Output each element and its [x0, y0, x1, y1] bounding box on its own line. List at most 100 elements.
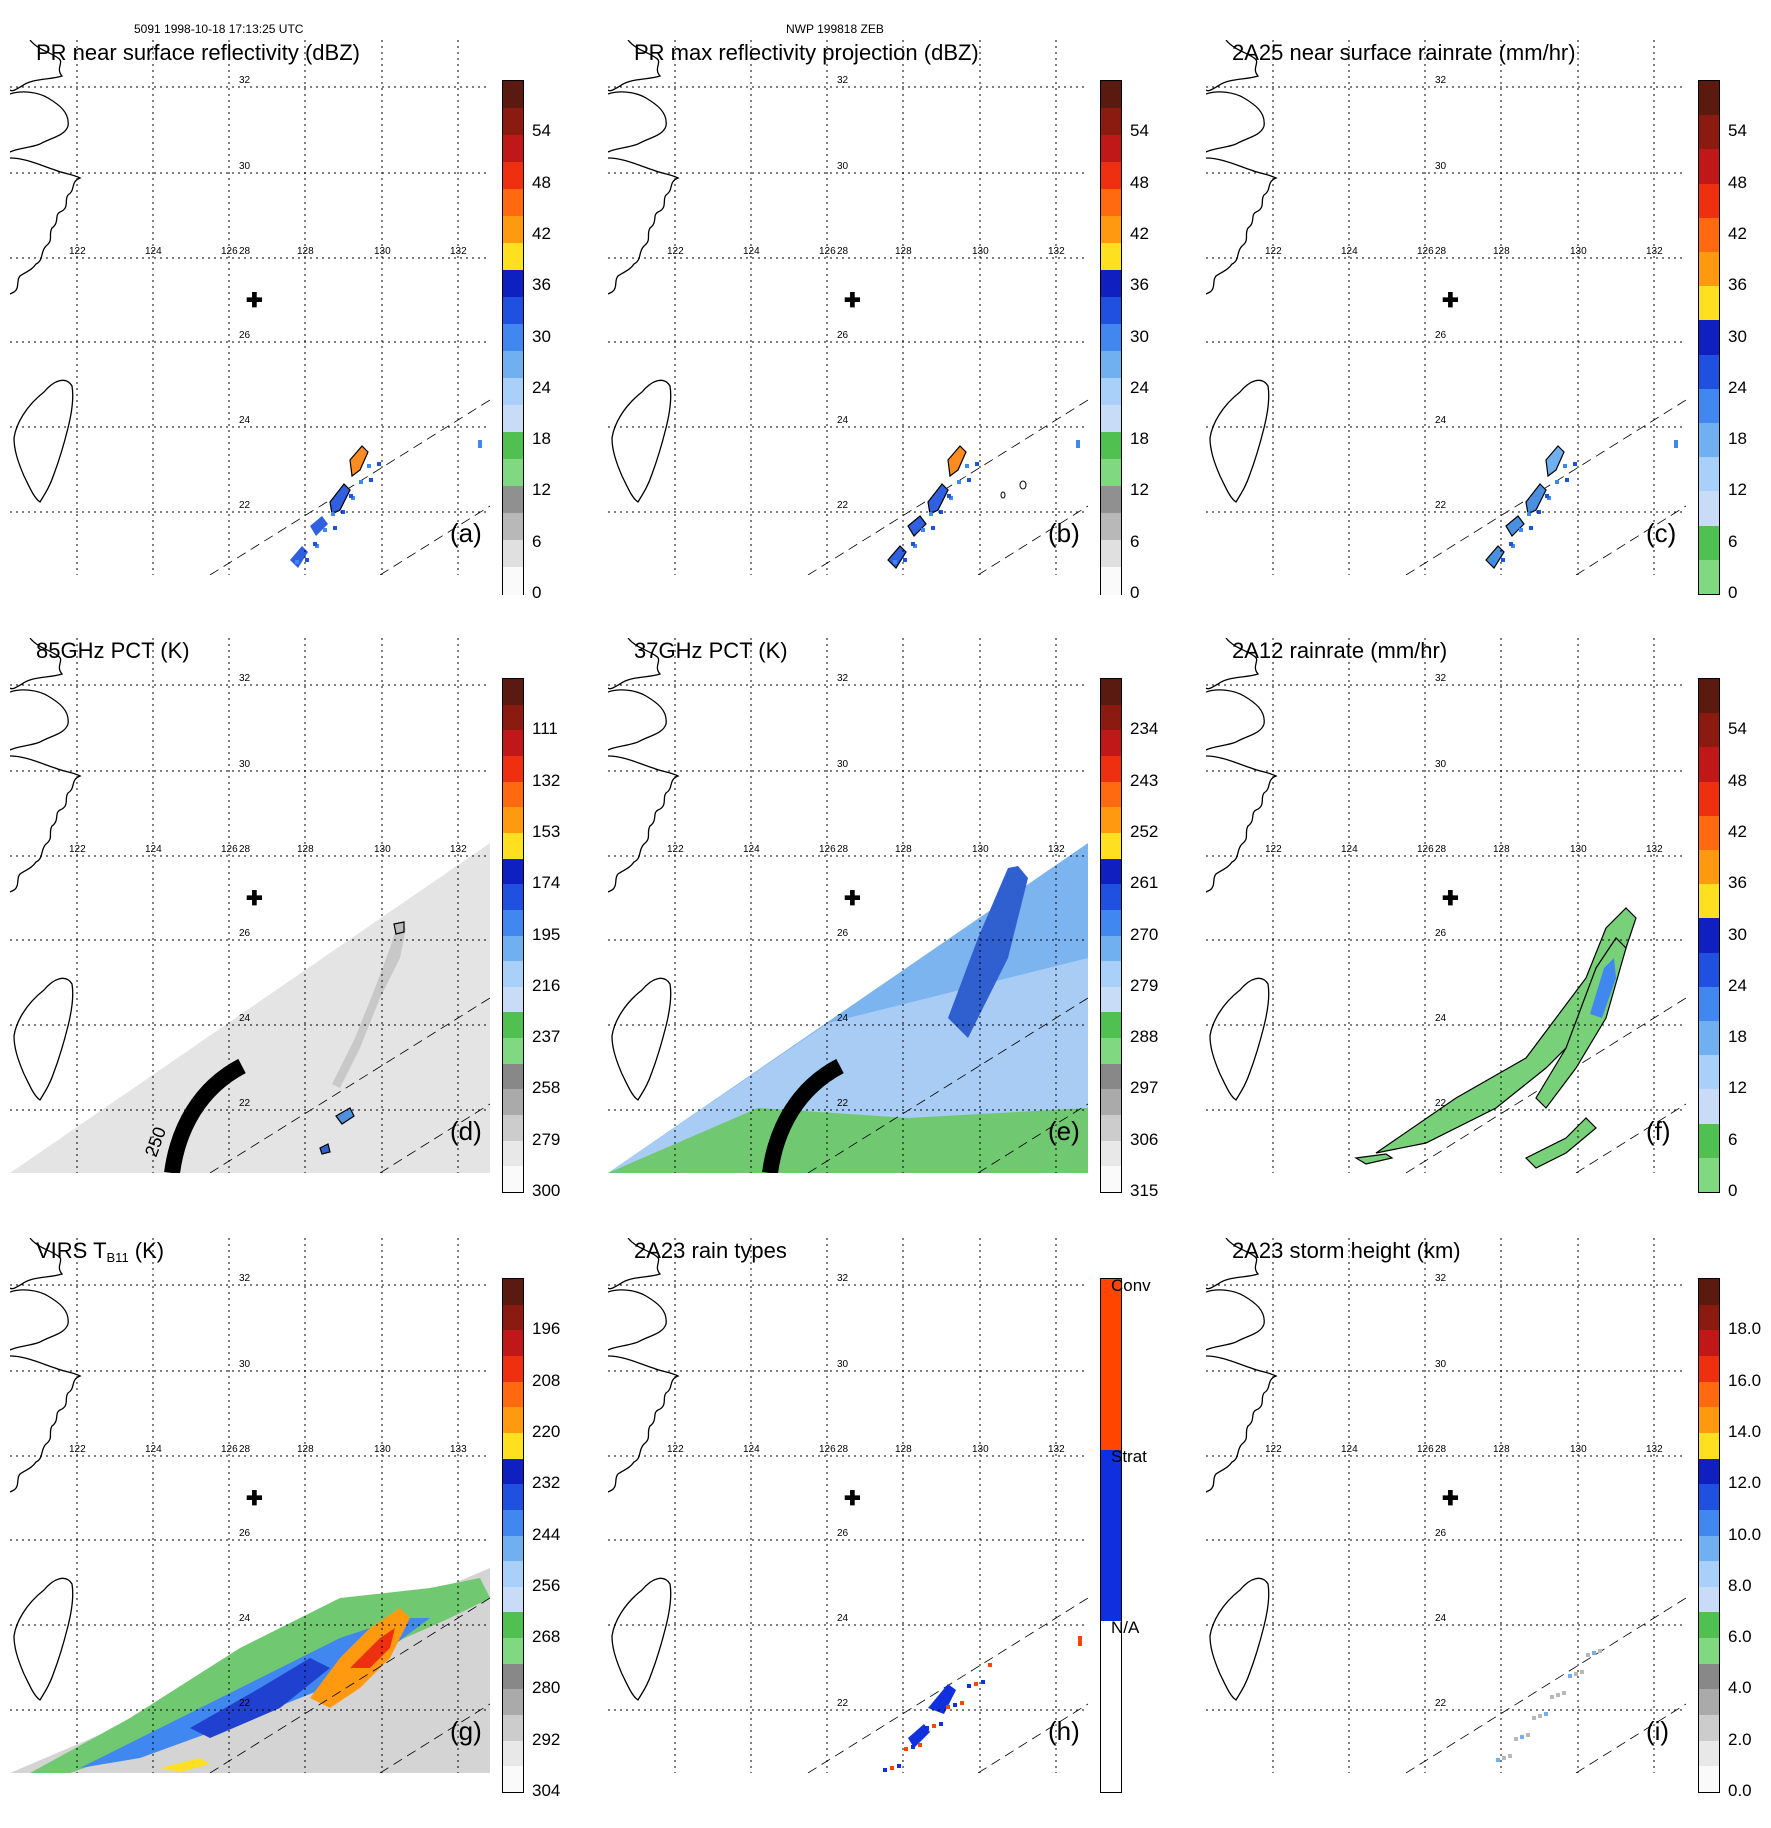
swath-edge-line: [209, 1597, 490, 1773]
map-panel-i: 32 30 28 26 24 22 122 124 126 128 130 132 ✚ 2A23 stor…: [1206, 1238, 1771, 1828]
radar-site-marker: ✚: [1442, 1488, 1459, 1510]
taiwan-coastline: [611, 379, 672, 503]
colorbar-segment: [503, 459, 523, 487]
colorbar-segment: [503, 1663, 523, 1690]
colorbar: [1698, 678, 1720, 1193]
colorbar-tick-label: N/A: [1111, 1617, 1140, 1637]
panel-title: PR max reflectivity projection (dBZ): [634, 40, 979, 65]
longitude-tick-label: 130: [1570, 844, 1587, 855]
colorbar-segment: [1699, 252, 1719, 287]
longitude-tick-label: 130: [374, 246, 391, 257]
colorbar-tick-label: 315: [1130, 1181, 1159, 1200]
rain-pixel: [305, 558, 309, 562]
colorbar-segment: [503, 1089, 523, 1116]
longitude-tick-label: 128: [297, 1444, 314, 1455]
latitude-tick-label: 28: [837, 1444, 849, 1455]
colorbar-tick-label: 6: [1728, 531, 1738, 551]
longitude-tick-label: 126: [1417, 844, 1434, 855]
colorbar-segment: [1101, 1449, 1121, 1622]
storm-height-pixel: [1574, 1672, 1578, 1676]
coastline: [10, 1238, 82, 1493]
colorbar-segment: [503, 135, 523, 163]
colorbar-segment: [503, 909, 523, 936]
swath-edge-line: [807, 399, 1088, 575]
colorbar-tick-label: 24: [1728, 975, 1747, 995]
map-area: 32 30 28 26 24 22 122 124 126 128 130 132 ✚: [608, 40, 1088, 575]
colorbar-segment: [1699, 217, 1719, 253]
rain-type-pixel: [946, 1705, 950, 1709]
precipitation-area: [1354, 1153, 1394, 1165]
map-canvas: 32 30 28 26 24 22 122 124 126 128 130 132 ✚: [10, 40, 490, 575]
colorbar-tick-label: 2.0: [1728, 1729, 1752, 1749]
colorbar-segment: [1101, 730, 1121, 757]
longitude-tick-label: 130: [972, 1444, 989, 1455]
colorbar-tick-label: 36: [1130, 275, 1149, 295]
colorbar-tick-label: 258: [532, 1078, 561, 1098]
colorbar-tick-label: 42: [1728, 223, 1747, 243]
panel-title: 37GHz PCT (K): [634, 638, 788, 663]
map-canvas: 32 30 28 26 24 22 122 124 126 128 130 132 ✚: [1206, 1238, 1686, 1773]
colorbar-tick-label: 300: [532, 1181, 561, 1200]
precipitation-area: [947, 445, 967, 478]
rain-type-pixel: [953, 1703, 957, 1707]
colorbar-segment: [1101, 1140, 1121, 1167]
colorbar-tick-label: 42: [1130, 223, 1149, 243]
colorbar-tick-label: 12: [1728, 480, 1747, 500]
colorbar-segment: [1699, 1689, 1719, 1716]
radar-site-marker: ✚: [246, 290, 263, 312]
title-unit: (K): [128, 1238, 165, 1263]
latitude-tick-label: 30: [837, 759, 849, 770]
rain-pixel: [333, 526, 337, 530]
map-panel-a: 32 30 28 26 24 22 122 124 126 128 130 132 ✚ PR near s…: [10, 40, 600, 630]
colorbar-tick-label: 30: [1728, 326, 1747, 346]
longitude-tick-label: 122: [667, 844, 684, 855]
latitude-tick-label: 30: [837, 1359, 849, 1370]
panel-title: PR near surface reflectivity (dBZ): [36, 40, 360, 65]
colorbar-segment: [503, 297, 523, 325]
taiwan-coastline: [1209, 1577, 1270, 1701]
colorbar-tick-label: 0: [532, 583, 542, 602]
swath-edge-line: [379, 1103, 490, 1173]
colorbar-segment: [1101, 884, 1121, 911]
colorbar-segment: [1699, 1715, 1719, 1742]
precipitation-area: [608, 1108, 1088, 1173]
rain-pixel: [1537, 510, 1541, 514]
colorbar-segment: [503, 1484, 523, 1511]
colorbar-segment: [1101, 216, 1121, 244]
latitude-tick-label: 28: [239, 1444, 251, 1455]
colorbar-segment: [503, 1689, 523, 1716]
latitude-tick-label: 30: [239, 759, 251, 770]
panel-title: 85GHz PCT (K): [36, 638, 190, 663]
swath-edge-line: [1405, 399, 1686, 575]
swath-edge-line: [379, 1703, 490, 1773]
longitude-tick-label: 128: [1493, 246, 1510, 257]
colorbar-segment: [1699, 1612, 1719, 1639]
panel-label: (a): [450, 518, 482, 548]
rain-pixel: [931, 526, 935, 530]
rain-pixel: [1509, 542, 1513, 546]
colorbar-segment: [1699, 713, 1719, 748]
colorbar-segment: [1699, 183, 1719, 219]
rain-pixel: [921, 528, 925, 532]
colorbar-segment: [503, 378, 523, 406]
rain-pixel: [331, 512, 335, 516]
colorbar-segment: [1699, 1355, 1719, 1383]
colorbar-segment: [1699, 81, 1719, 116]
rain-pixel: [1545, 494, 1549, 498]
longitude-tick-label: 128: [297, 844, 314, 855]
colorbar-tick-label: 18: [1728, 1027, 1747, 1047]
colorbar-segment: [503, 243, 523, 271]
radar-site-marker: ✚: [1442, 888, 1459, 910]
colorbar-segment: [1101, 405, 1121, 433]
colorbar-segment: [503, 730, 523, 757]
storm-height-pixel: [1538, 1714, 1542, 1718]
colorbar-tick-label: 12: [1728, 1078, 1747, 1098]
colorbar-segment: [503, 679, 523, 706]
longitude-tick-label: 128: [297, 246, 314, 257]
colorbar: [1100, 1278, 1122, 1793]
latitude-tick-label: 24: [239, 1613, 251, 1624]
longitude-tick-label: 132: [1646, 1444, 1663, 1455]
colorbar-segment: [503, 324, 523, 352]
rain-pixel: [1565, 478, 1569, 482]
colorbar-segment: [1699, 1663, 1719, 1690]
